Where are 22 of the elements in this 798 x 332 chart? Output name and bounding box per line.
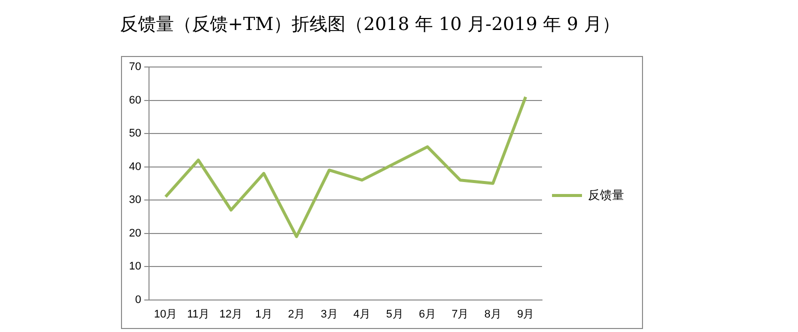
x-tick-label: 9月 xyxy=(517,308,534,320)
x-tick-label: 7月 xyxy=(452,308,469,320)
y-tick-label: 40 xyxy=(128,160,142,173)
y-tick-label: 0 xyxy=(135,294,142,306)
x-tick-label: 8月 xyxy=(484,308,502,320)
x-tick-label: 6月 xyxy=(418,308,436,320)
y-tick-label: 70 xyxy=(128,61,142,74)
x-tick-label: 12月 xyxy=(219,308,243,320)
y-tick-label: 20 xyxy=(128,227,142,240)
x-tick-label: 11月 xyxy=(187,308,210,320)
x-tick-label: 10月 xyxy=(154,308,178,320)
y-tick-label: 50 xyxy=(128,128,142,140)
legend-label: 反馈量 xyxy=(588,188,624,202)
x-tick-label: 5月 xyxy=(386,308,404,320)
x-tick-label: 2月 xyxy=(288,308,306,320)
chart-title: 反馈量（反馈+TM）折线图（2018 年 10 月-2019 年 9 月） xyxy=(120,13,620,36)
y-tick-label: 10 xyxy=(128,260,142,273)
x-tick-label: 3月 xyxy=(320,308,338,320)
y-tick-label: 60 xyxy=(128,94,142,106)
x-tick-label: 4月 xyxy=(353,308,371,320)
y-tick-label: 30 xyxy=(128,194,142,206)
x-tick-label: 1月 xyxy=(255,308,272,320)
